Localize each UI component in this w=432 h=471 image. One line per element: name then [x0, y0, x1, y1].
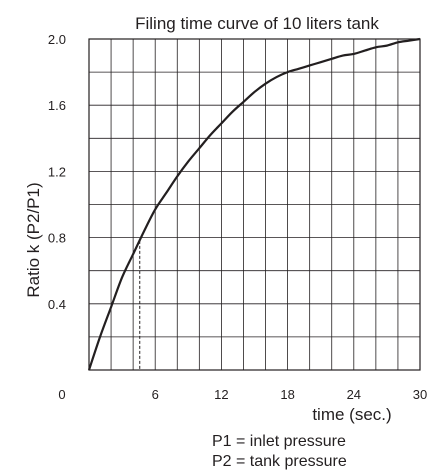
x-tick-labels: 0 6 12 18 24 30: [58, 387, 427, 402]
x-tick-label: 18: [280, 387, 294, 402]
y-tick-label: 1.2: [48, 164, 66, 179]
y-tick-labels: 0.4 0.8 1.2 1.6 2.0: [48, 32, 66, 312]
chart-title: Filing time curve of 10 liters tank: [135, 14, 379, 33]
x-tick-label: 12: [214, 387, 228, 402]
y-axis-title: Ratio k (P2/P1): [24, 182, 43, 297]
x-tick-label: 0: [58, 387, 65, 402]
y-tick-label: 0.8: [48, 231, 66, 246]
note-p1: P1 = inlet pressure: [212, 433, 346, 450]
plot-frame: [88, 38, 421, 371]
x-tick-label: 6: [152, 387, 159, 402]
y-tick-label: 1.6: [48, 98, 66, 113]
x-axis-title: time (sec.): [312, 405, 391, 424]
x-tick-label: 30: [413, 387, 427, 402]
series-line: [87, 37, 421, 371]
x-tick-label: 24: [347, 387, 361, 402]
note-p2: P2 = tank pressure: [212, 453, 347, 470]
grid: [88, 38, 421, 371]
y-tick-label: 0.4: [48, 297, 66, 312]
y-tick-label: 2.0: [48, 32, 66, 47]
